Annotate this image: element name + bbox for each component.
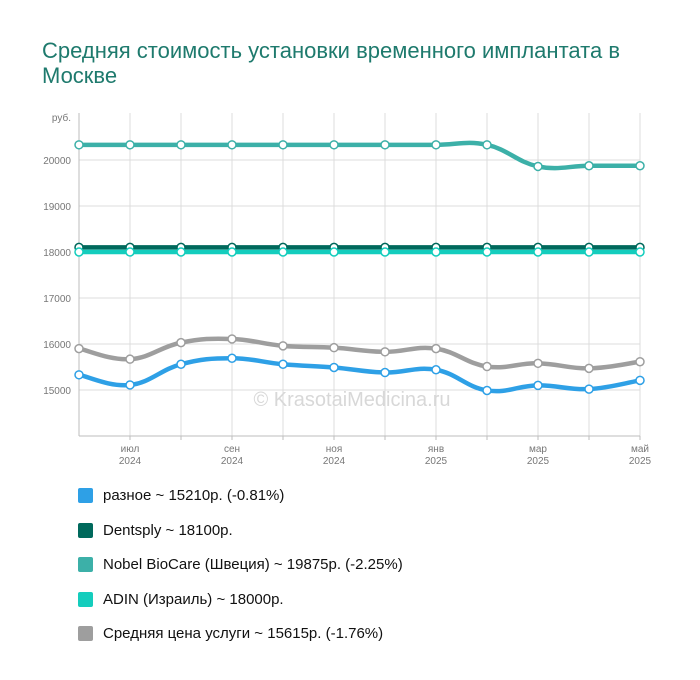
data-point <box>380 247 390 257</box>
series-4 <box>74 334 645 374</box>
data-point <box>635 356 645 367</box>
data-point <box>278 247 288 257</box>
x-tick-label-month: янв <box>428 444 444 455</box>
data-point <box>635 375 645 386</box>
data-point <box>329 247 339 257</box>
data-point <box>635 247 645 257</box>
x-tick-label-month: мар <box>529 444 547 455</box>
series-0 <box>74 353 645 396</box>
x-tick-label-month: май <box>631 444 649 455</box>
x-tick-label-year: 2025 <box>527 456 550 467</box>
data-point <box>533 380 543 391</box>
data-point <box>125 380 135 390</box>
data-point <box>482 361 492 372</box>
y-tick-label: 19000 <box>43 202 71 213</box>
data-point <box>380 140 390 150</box>
y-tick-label: 18000 <box>43 248 71 259</box>
data-point <box>329 362 339 373</box>
data-point <box>482 247 492 257</box>
y-tick-label: 17000 <box>43 294 71 305</box>
data-point <box>380 347 390 357</box>
legend-item[interactable]: Dentsply ~ 18100р. <box>78 519 403 542</box>
legend-swatch <box>78 626 93 641</box>
data-point <box>482 385 492 396</box>
data-point <box>533 358 543 369</box>
data-point <box>329 342 339 353</box>
legend-swatch <box>78 557 93 572</box>
legend-label: ADIN (Израиль) ~ 18000р. <box>103 590 284 608</box>
data-point <box>533 247 543 257</box>
legend-label: разное ~ 15210р. (-0.81%) <box>103 487 285 504</box>
data-point <box>74 343 84 354</box>
series-line <box>76 336 643 371</box>
data-point <box>176 337 186 348</box>
data-point <box>227 334 237 344</box>
data-point <box>176 359 186 369</box>
legend-swatch <box>78 488 93 503</box>
data-point <box>584 384 594 394</box>
watermark: © KrasotaiMedicina.ru <box>253 389 450 411</box>
grid <box>78 113 641 437</box>
legend-label: Nobel BioCare (Швеция) ~ 19875р. (-2.25%… <box>103 556 403 573</box>
data-point <box>278 359 288 369</box>
x-tick-label-year: 2025 <box>629 456 652 467</box>
data-point <box>125 354 135 364</box>
legend-item[interactable]: Nobel BioCare (Швеция) ~ 19875р. (-2.25%… <box>78 553 403 576</box>
x-tick-label-year: 2024 <box>221 456 244 467</box>
x-tick-label-month: июл <box>121 444 140 455</box>
data-point <box>74 370 84 380</box>
data-point <box>278 140 288 150</box>
legend-swatch <box>78 591 93 607</box>
legend-label: Dentsply ~ 18100р. <box>103 521 233 539</box>
axis-labels: 150001600017000180001900020000руб.июл202… <box>43 112 651 467</box>
data-point <box>431 247 441 257</box>
data-point <box>125 247 135 257</box>
data-point <box>227 353 237 364</box>
x-tick-label-year: 2025 <box>425 456 448 467</box>
data-point <box>278 341 288 351</box>
y-tick-label: 20000 <box>43 156 71 167</box>
y-tick-label: 16000 <box>43 340 71 351</box>
legend-item[interactable]: ADIN (Израиль) ~ 18000р. <box>78 588 403 611</box>
data-point <box>482 140 492 150</box>
x-tick-label-month: ноя <box>326 444 343 455</box>
series-3 <box>74 247 645 257</box>
y-axis-unit-label: руб. <box>52 112 71 124</box>
data-point <box>431 343 441 354</box>
data-point <box>584 161 594 171</box>
data-point <box>431 140 441 150</box>
series-line <box>76 356 643 394</box>
y-tick-label: 15000 <box>43 386 71 397</box>
data-point <box>584 247 594 257</box>
x-tick-label-year: 2024 <box>323 456 346 467</box>
legend: разное ~ 15210р. (-0.81%) Dentsply ~ 1810… <box>78 484 403 657</box>
data-point <box>227 247 237 257</box>
data-point <box>176 247 186 257</box>
data-point <box>176 140 186 150</box>
data-point <box>635 161 645 171</box>
series-2 <box>74 140 645 172</box>
data-point <box>125 140 135 150</box>
data-point <box>584 363 594 374</box>
chart-title: Средняя стоимость установки временного и… <box>42 38 621 88</box>
x-tick-label-year: 2024 <box>119 456 142 467</box>
legend-swatch <box>78 522 93 538</box>
data-point <box>380 367 390 378</box>
legend-label: Средняя цена услуги ~ 15615р. (-1.76%) <box>103 625 384 642</box>
series-layer <box>74 140 645 396</box>
data-point <box>431 365 441 375</box>
data-point <box>74 140 84 150</box>
data-point <box>533 161 543 172</box>
series-line <box>76 140 643 171</box>
data-point <box>329 140 339 150</box>
legend-item[interactable]: Средняя цена услуги ~ 15615р. (-1.76%) <box>78 622 403 645</box>
legend-item[interactable]: разное ~ 15210р. (-0.81%) <box>78 484 403 507</box>
data-point <box>74 247 84 257</box>
data-point <box>227 140 237 150</box>
x-tick-label-month: сен <box>224 444 240 455</box>
